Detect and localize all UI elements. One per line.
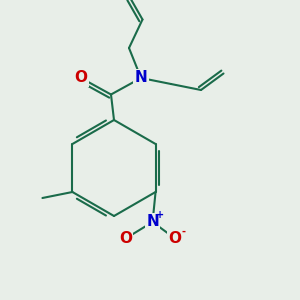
Text: O: O [119,231,132,246]
Text: N: N [135,70,147,86]
Text: O: O [169,231,182,246]
Text: -: - [182,227,185,237]
Text: O: O [74,70,88,86]
Text: +: + [156,209,164,220]
Text: N: N [146,214,159,230]
